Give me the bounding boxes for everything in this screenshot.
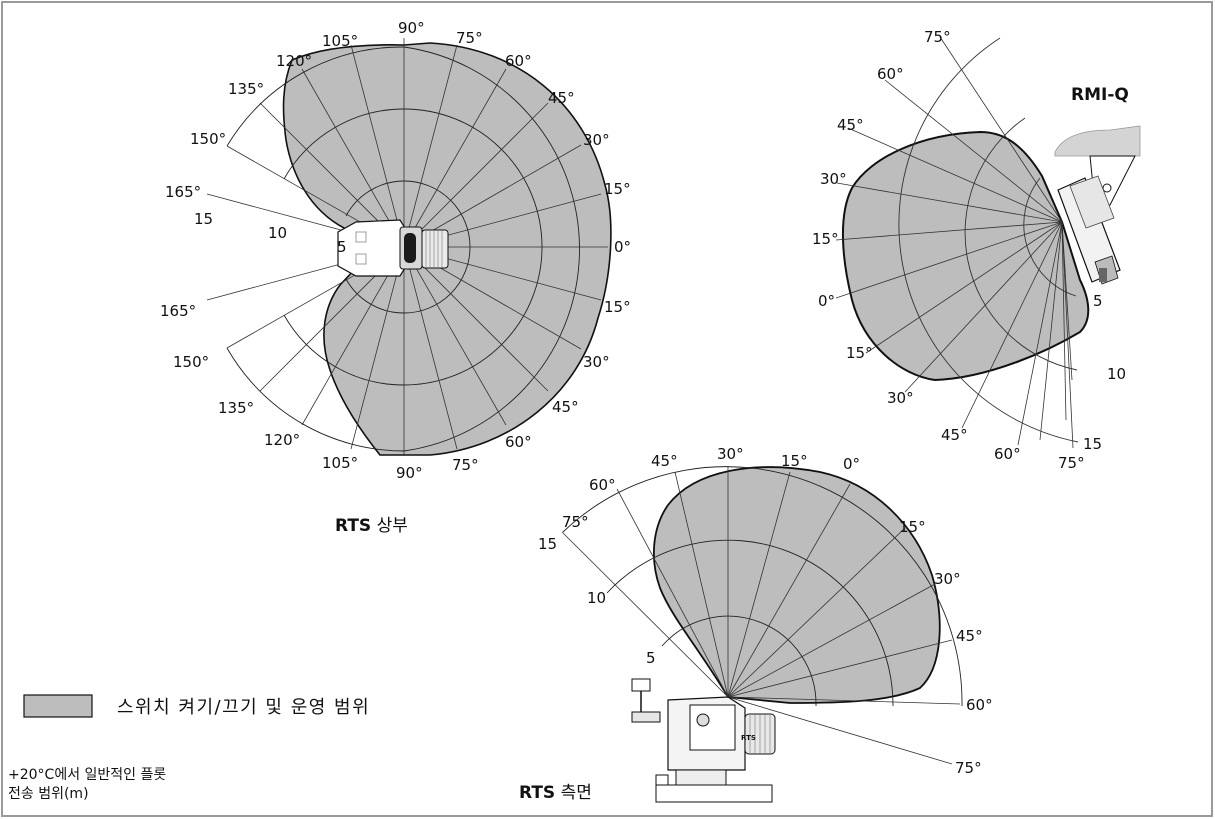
top-angle-120-lower: 120° xyxy=(264,431,300,449)
top-angle-135-upper: 135° xyxy=(228,80,264,98)
top-range-15: 15 xyxy=(194,210,213,228)
side-angle-60-left: 60° xyxy=(589,476,616,494)
top-angle-90-bottom: 90° xyxy=(396,464,423,482)
top-angle-165-upper: 165° xyxy=(165,183,201,201)
side-angle-0: 0° xyxy=(843,455,860,473)
side-view-range-region xyxy=(652,466,941,704)
rts-top-device xyxy=(337,219,449,277)
top-angle-75-upper: 75° xyxy=(456,29,483,47)
side-angle-30-right: 30° xyxy=(934,570,961,588)
top-view-caption: RTS 상부 xyxy=(335,516,408,536)
top-range-5: 5 xyxy=(337,238,347,256)
top-angle-15-lower: 15° xyxy=(604,298,631,316)
note-line-2: 전송 범위(m) xyxy=(8,786,89,802)
rmi-angle-30-upper: 30° xyxy=(820,170,847,188)
legend: 스위치 켜기/끄기 및 운영 범위 xyxy=(23,694,370,718)
rmi-angle-60-upper: 60° xyxy=(877,65,904,83)
top-view-caption-rest: 상부 xyxy=(371,516,408,536)
note-line-1: +20°C에서 일반적인 플롯 xyxy=(8,767,166,783)
top-angle-75-lower: 75° xyxy=(452,456,479,474)
top-angle-60-lower: 60° xyxy=(505,433,532,451)
side-angle-60-right: 60° xyxy=(966,696,993,714)
rmi-title: RMI-Q xyxy=(1071,85,1129,105)
top-angle-150-lower: 150° xyxy=(173,353,209,371)
top-angle-45-upper: 45° xyxy=(548,89,575,107)
top-range-10: 10 xyxy=(268,224,287,242)
side-range-5: 5 xyxy=(646,649,656,667)
legend-label: 스위치 켜기/끄기 및 운영 범위 xyxy=(117,697,370,718)
rmi-view: RMI-Q 75° 60° 45° 30° 15° 0° 15° 30° 45°… xyxy=(812,28,1141,472)
side-angle-45-left: 45° xyxy=(651,452,678,470)
top-angle-30-lower: 30° xyxy=(583,353,610,371)
side-range-10: 10 xyxy=(587,589,606,607)
side-view-caption-bold: RTS xyxy=(519,783,555,803)
rmi-angle-75-lower: 75° xyxy=(1058,454,1085,472)
rmi-range-15: 15 xyxy=(1083,435,1102,453)
side-angle-30-left: 30° xyxy=(717,445,744,463)
side-angle-75-left: 75° xyxy=(562,513,589,531)
rts-device-label: RTS xyxy=(741,734,756,742)
rmi-angle-60-lower: 60° xyxy=(994,445,1021,463)
rmi-device xyxy=(1054,125,1141,285)
side-angle-15-left: 15° xyxy=(781,452,808,470)
rmi-angle-30-lower: 30° xyxy=(887,389,914,407)
side-view-caption: RTS 측면 xyxy=(519,783,592,803)
rmi-range-10: 10 xyxy=(1107,365,1126,383)
top-view: 90° 75° 60° 45° 30° 15° 0° 15° 30° 45° 6… xyxy=(160,19,631,536)
rmi-angle-0: 0° xyxy=(818,292,835,310)
top-view-caption-bold: RTS xyxy=(335,516,371,536)
side-angle-15-right: 15° xyxy=(899,518,926,536)
side-spokes xyxy=(561,466,961,765)
rmi-spokes xyxy=(835,36,1074,449)
top-angle-105-upper: 105° xyxy=(322,32,358,50)
rmi-angle-75-upper: 75° xyxy=(924,28,951,46)
rmi-range-rings xyxy=(898,37,1079,443)
side-angle-75-right: 75° xyxy=(955,759,982,777)
side-view: RTS 75° 60° 45° 30° 15° 0° 15° 30° 45° 6… xyxy=(519,445,993,803)
side-view-caption-rest: 측면 xyxy=(555,783,592,803)
top-angle-135-lower: 135° xyxy=(218,399,254,417)
rmi-range-5: 5 xyxy=(1093,292,1103,310)
legend-swatch xyxy=(23,694,93,718)
top-angle-30-upper: 30° xyxy=(583,131,610,149)
rmi-angle-15-lower: 15° xyxy=(846,344,873,362)
top-angle-150-upper: 150° xyxy=(190,130,226,148)
side-angle-45-right: 45° xyxy=(956,627,983,645)
top-angle-90-top: 90° xyxy=(398,19,425,37)
top-angle-120-upper: 120° xyxy=(276,52,312,70)
top-angle-15-upper: 15° xyxy=(604,180,631,198)
rmi-angle-45-upper: 45° xyxy=(837,116,864,134)
top-angle-165-lower: 165° xyxy=(160,302,196,320)
rts-side-device: RTS xyxy=(631,678,776,803)
range-note: +20°C에서 일반적인 플롯 전송 범위(m) xyxy=(8,767,166,802)
top-angle-0: 0° xyxy=(614,238,631,256)
rmi-angle-45-lower: 45° xyxy=(941,426,968,444)
rmi-angle-15-upper: 15° xyxy=(812,230,839,248)
side-range-15: 15 xyxy=(538,535,557,553)
top-angle-45-lower: 45° xyxy=(552,398,579,416)
top-angle-60-upper: 60° xyxy=(505,52,532,70)
top-angle-105-lower: 105° xyxy=(322,454,358,472)
